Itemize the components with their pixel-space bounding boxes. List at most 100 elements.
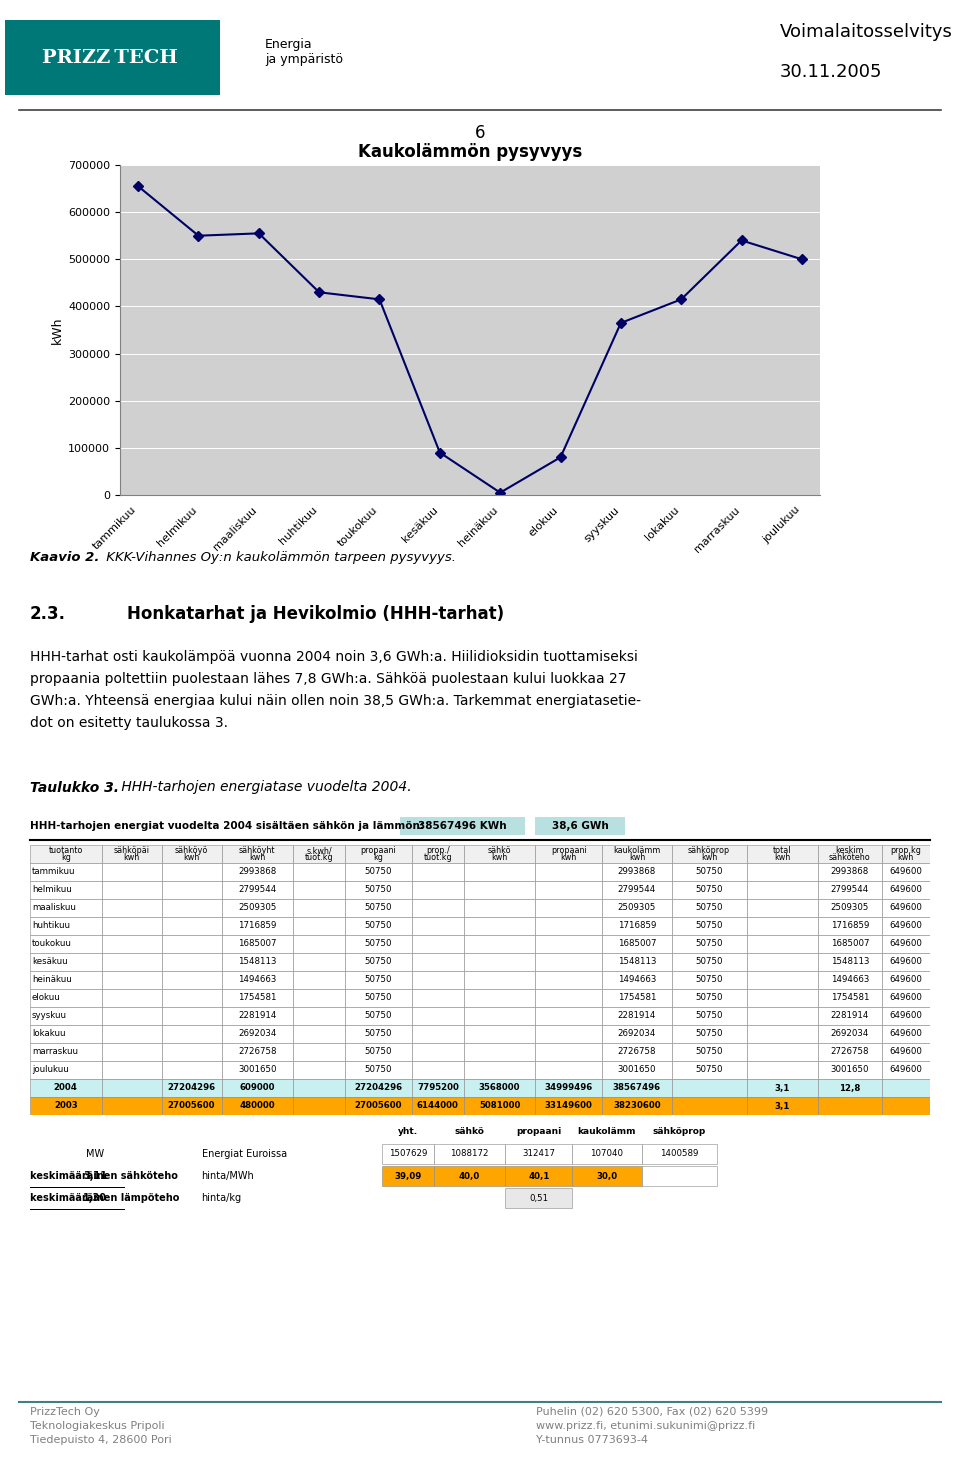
Text: 649600: 649600	[889, 867, 923, 877]
Text: 2281914: 2281914	[238, 1012, 276, 1020]
Text: hinta/MWh: hinta/MWh	[202, 1171, 254, 1181]
Text: 649600: 649600	[889, 886, 923, 895]
Bar	[747, 1096, 818, 1116]
Bar	[602, 1061, 672, 1079]
Text: 50750: 50750	[695, 1047, 723, 1057]
Text: kwh: kwh	[701, 854, 717, 863]
Bar	[747, 953, 818, 971]
Text: lokakuu: lokakuu	[32, 1029, 65, 1038]
Bar	[572, 1143, 641, 1164]
Bar	[881, 1079, 930, 1096]
Bar	[293, 863, 345, 882]
Bar	[30, 936, 102, 953]
Text: 50750: 50750	[695, 940, 723, 949]
Bar	[222, 953, 293, 971]
Bar	[345, 1079, 412, 1096]
Bar	[30, 863, 102, 882]
Text: sähköprop: sähköprop	[653, 1127, 706, 1136]
Bar	[222, 936, 293, 953]
Bar	[464, 971, 536, 988]
Text: 50750: 50750	[695, 904, 723, 912]
Bar	[464, 845, 536, 863]
Bar	[881, 882, 930, 899]
Text: KKK-Vihannes Oy:n kaukolämmön tarpeen pysyvyys.: KKK-Vihannes Oy:n kaukolämmön tarpeen py…	[102, 551, 456, 564]
Bar	[30, 1061, 102, 1079]
Bar	[161, 988, 222, 1007]
Bar	[818, 988, 881, 1007]
Text: 2692034: 2692034	[617, 1029, 656, 1038]
Bar	[412, 971, 464, 988]
Text: 39,09: 39,09	[395, 1171, 421, 1180]
Text: kwh: kwh	[774, 854, 790, 863]
Text: sähkö: sähkö	[455, 1127, 485, 1136]
Text: 50750: 50750	[365, 1029, 393, 1038]
Bar	[818, 1025, 881, 1042]
Bar	[161, 863, 222, 882]
Text: kaukolämm: kaukolämm	[613, 846, 660, 855]
Text: 2799544: 2799544	[830, 886, 869, 895]
Bar	[412, 988, 464, 1007]
Bar	[161, 1042, 222, 1061]
Text: 50750: 50750	[365, 1012, 393, 1020]
Bar	[161, 1025, 222, 1042]
Bar	[747, 936, 818, 953]
Text: marraskuu: marraskuu	[32, 1047, 78, 1057]
Bar	[434, 1167, 505, 1186]
Bar	[818, 1096, 881, 1116]
Text: 1716859: 1716859	[238, 921, 276, 930]
Text: 3568000: 3568000	[479, 1083, 520, 1092]
Bar	[293, 971, 345, 988]
Bar	[30, 899, 102, 917]
Bar	[293, 1061, 345, 1079]
Bar	[536, 845, 602, 863]
Bar	[672, 953, 747, 971]
Text: PrizzTech Oy
Teknologiakeskus Pripoli
Tiedepuisto 4, 28600 Pori: PrizzTech Oy Teknologiakeskus Pripoli Ti…	[30, 1406, 172, 1444]
Text: s.kwh/: s.kwh/	[306, 846, 332, 855]
Bar	[345, 953, 412, 971]
Bar	[293, 1079, 345, 1096]
Text: 1685007: 1685007	[617, 940, 657, 949]
Text: 30.11.2005: 30.11.2005	[780, 63, 882, 80]
Text: 50750: 50750	[365, 1066, 393, 1075]
Bar	[30, 1007, 102, 1025]
Bar	[672, 1061, 747, 1079]
Text: tuot.kg: tuot.kg	[423, 854, 452, 863]
Bar	[536, 1061, 602, 1079]
Bar	[293, 1042, 345, 1061]
Text: 649600: 649600	[889, 904, 923, 912]
Bar	[30, 1209, 125, 1211]
Text: 649600: 649600	[889, 1029, 923, 1038]
Bar	[818, 953, 881, 971]
Text: kwh: kwh	[561, 854, 577, 863]
Bar	[345, 863, 412, 882]
Text: 2993868: 2993868	[618, 867, 656, 877]
Text: kwh: kwh	[183, 854, 200, 863]
Text: 1494663: 1494663	[830, 975, 869, 984]
Bar	[412, 1079, 464, 1096]
Text: Energiat Euroissa: Energiat Euroissa	[202, 1149, 287, 1159]
Bar	[881, 899, 930, 917]
Bar	[293, 899, 345, 917]
Bar	[881, 1096, 930, 1116]
Text: 3,1: 3,1	[775, 1083, 790, 1092]
Bar	[102, 863, 161, 882]
Text: 38567496: 38567496	[612, 1083, 661, 1092]
Bar	[464, 1025, 536, 1042]
Bar	[412, 1096, 464, 1116]
Bar	[222, 1042, 293, 1061]
Text: prop.kg: prop.kg	[890, 846, 922, 855]
Text: 2993868: 2993868	[830, 867, 869, 877]
Bar	[464, 917, 536, 936]
Text: 1494663: 1494663	[238, 975, 276, 984]
Bar	[30, 845, 102, 863]
Bar	[536, 1007, 602, 1025]
Bar	[222, 1061, 293, 1079]
Bar	[747, 899, 818, 917]
Bar	[345, 1096, 412, 1116]
Bar	[30, 953, 102, 971]
Bar	[672, 1025, 747, 1042]
Bar	[641, 1143, 716, 1164]
Bar	[464, 953, 536, 971]
Text: Kaavio 2.: Kaavio 2.	[30, 551, 100, 564]
Text: keskimääräinen sähköteho: keskimääräinen sähköteho	[30, 1171, 178, 1181]
